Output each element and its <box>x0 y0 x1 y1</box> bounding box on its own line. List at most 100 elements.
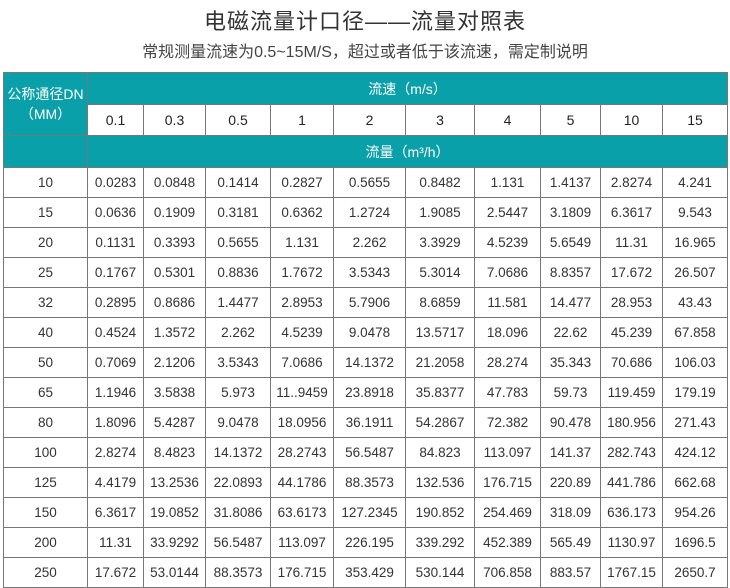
flow-cell: 3.5343 <box>333 257 406 288</box>
flow-cell: 0.6362 <box>270 197 334 228</box>
flow-cell: 35.8377 <box>405 377 475 408</box>
table-row: 150 6.3617 19.0852 31.8086 63.6173 127.2345 19… <box>3 497 729 528</box>
flow-cell: 1696.5 <box>661 527 729 558</box>
dn-cell: 25 <box>3 257 88 288</box>
flow-cell: 127.2345 <box>333 497 406 528</box>
velocity-cell: 15 <box>661 104 729 136</box>
velocity-cell: 3 <box>405 104 475 136</box>
flow-cell: 706.858 <box>474 557 541 588</box>
flow-cell: 4.4179 <box>87 467 144 498</box>
flow-cell: 2.8274 <box>87 437 144 468</box>
flow-header-blank <box>3 135 88 168</box>
flow-table: 公称通径DN （MM） 流速（m/s） 0.1 0.3 0.5 1 2 3 4 5 10 15 流… <box>3 72 729 588</box>
flow-cell: 1767.15 <box>600 557 663 588</box>
flow-cell: 636.173 <box>600 497 663 528</box>
flow-cell: 11..9459 <box>270 377 334 408</box>
flow-cell: 0.5655 <box>205 227 271 258</box>
dn-cell: 200 <box>3 527 88 558</box>
flow-cell: 17.672 <box>87 557 144 588</box>
table-row: 20 0.1131 0.3393 0.5655 1.131 2.262 3.3929 4.52… <box>3 227 729 258</box>
flow-cell: 33.9292 <box>143 527 206 558</box>
flow-cell: 2.1206 <box>143 347 206 378</box>
dn-header-line1: 公称通径DN <box>7 86 84 102</box>
flow-cell: 6.3617 <box>87 497 144 528</box>
flow-cell: 226.195 <box>333 527 406 558</box>
flow-cell: 1130.97 <box>600 527 663 558</box>
velocity-header: 流速（m/s） <box>86 72 729 105</box>
page-title: 电磁流量计口径——流量对照表 <box>203 9 526 34</box>
flow-cell: 176.715 <box>474 467 541 498</box>
velocity-cell: 0.5 <box>205 104 271 136</box>
velocity-cell: 5 <box>540 104 601 136</box>
flow-cell: 11.581 <box>474 287 541 318</box>
flow-cell: 11.31 <box>600 227 663 258</box>
velocity-cell: 1 <box>270 104 334 136</box>
flow-cell: 339.292 <box>405 527 475 558</box>
flow-cell: 106.03 <box>661 347 729 378</box>
flow-cell: 113.097 <box>270 527 334 558</box>
flow-cell: 0.7069 <box>87 347 144 378</box>
flow-cell: 0.4524 <box>87 317 144 348</box>
flow-cell: 13.2536 <box>143 467 206 498</box>
flow-cell: 3.5838 <box>143 377 206 408</box>
flow-cell: 3.3929 <box>405 227 475 258</box>
flow-cell: 53.0144 <box>143 557 206 588</box>
flow-cell: 662.68 <box>661 467 729 498</box>
table-row: 100 2.8274 8.4823 14.1372 28.2743 56.5487 84.8… <box>3 437 729 468</box>
velocity-row: 0.1 0.3 0.5 1 2 3 4 5 10 15 <box>4 104 729 136</box>
flow-cell: 1.9085 <box>405 197 475 228</box>
dn-cell: 20 <box>3 227 88 258</box>
flow-cell: 7.0686 <box>270 347 334 378</box>
flow-cell: 19.0852 <box>143 497 206 528</box>
flow-cell: 8.6859 <box>405 287 475 318</box>
flow-cell: 1.4477 <box>205 287 271 318</box>
flow-cell: 271.43 <box>661 407 729 438</box>
flow-cell: 0.2895 <box>87 287 144 318</box>
flow-cell: 1.4137 <box>540 167 601 198</box>
table-row: 32 0.2895 0.8686 1.4477 2.8953 5.7906 8.6859 11… <box>3 287 729 318</box>
flow-cell: 1.131 <box>270 227 334 258</box>
flow-cell: 0.8686 <box>143 287 206 318</box>
flow-cell: 67.858 <box>661 317 729 348</box>
flow-cell: 14.477 <box>540 287 601 318</box>
flow-cell: 318.09 <box>540 497 601 528</box>
velocity-cell: 0.3 <box>143 104 206 136</box>
flow-cell: 4.5239 <box>270 317 334 348</box>
flow-cell: 54.2867 <box>405 407 475 438</box>
velocity-cell: 10 <box>600 104 663 136</box>
flow-cell: 5.6549 <box>540 227 601 258</box>
flow-cell: 5.3014 <box>405 257 475 288</box>
flow-cell: 9.0478 <box>333 317 406 348</box>
flow-cell: 424.12 <box>661 437 729 468</box>
flow-cell: 17.672 <box>600 257 663 288</box>
dn-cell: 250 <box>3 557 88 588</box>
flow-cell: 0.3181 <box>205 197 271 228</box>
flow-cell: 0.8482 <box>405 167 475 198</box>
flow-cell: 883.57 <box>540 557 601 588</box>
flow-cell: 43.43 <box>661 287 729 318</box>
table-row: 50 0.7069 2.1206 3.5343 7.0686 14.1372 21.2058… <box>3 347 729 378</box>
flow-cell: 6.3617 <box>600 197 663 228</box>
velocity-cell: 2 <box>333 104 406 136</box>
flow-cell: 84.823 <box>405 437 475 468</box>
dn-cell: 65 <box>3 377 88 408</box>
flow-cell: 254.469 <box>474 497 541 528</box>
flow-cell: 179.19 <box>661 377 729 408</box>
flow-cell: 0.1909 <box>143 197 206 228</box>
velocity-cell: 0.1 <box>87 104 144 136</box>
flow-cell: 565.49 <box>540 527 601 558</box>
flow-cell: 441.786 <box>600 467 663 498</box>
flow-cell: 353.429 <box>333 557 406 588</box>
flow-cell: 26.507 <box>661 257 729 288</box>
flow-cell: 88.3573 <box>333 467 406 498</box>
table-row: 15 0.0636 0.1909 0.3181 0.6362 1.2724 1.9085 2.… <box>3 197 729 228</box>
flow-cell: 1.2724 <box>333 197 406 228</box>
page-subtitle: 常规测量流速为0.5~15M/S，超过或者低于该流速，需定制说明 <box>142 44 588 61</box>
flow-cell: 88.3573 <box>205 557 271 588</box>
flow-cell: 1.131 <box>474 167 541 198</box>
flow-cell: 31.8086 <box>205 497 271 528</box>
dn-cell: 125 <box>3 467 88 498</box>
flow-cell: 63.6173 <box>270 497 334 528</box>
flow-cell: 2.5447 <box>474 197 541 228</box>
flow-cell: 113.097 <box>474 437 541 468</box>
